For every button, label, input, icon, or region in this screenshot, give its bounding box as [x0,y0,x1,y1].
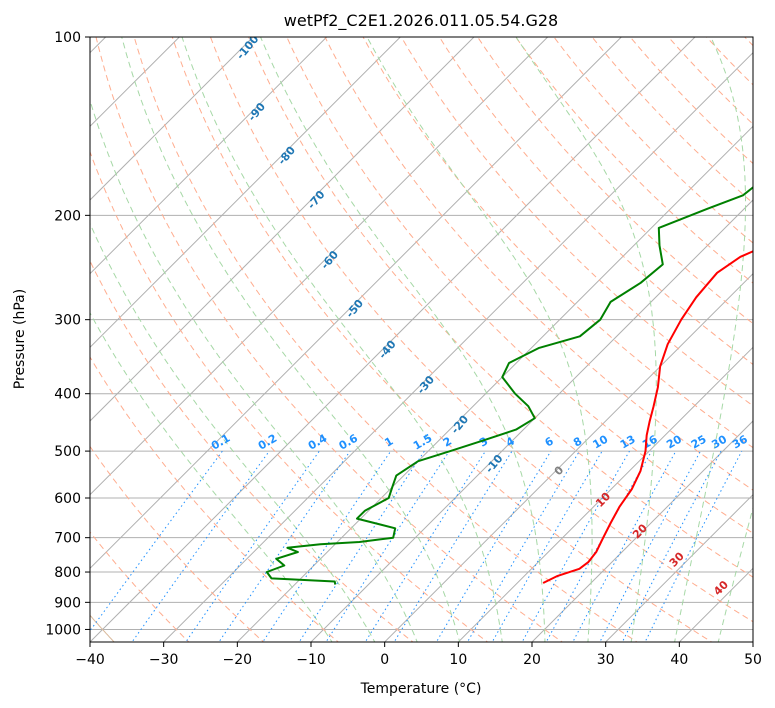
moist-adiabat-line [515,37,657,642]
moist-adiabat-line [90,222,376,642]
dry-adiabat-line [90,356,340,642]
y-axis-ticks: 100 200 300 400 500 600 700 800 900 1000 [45,30,90,638]
x-tick-label: −20 [223,652,253,668]
moist-adiabat-line [90,98,418,642]
pressure-gridlines [90,37,753,630]
mixing-ratio-line [621,450,722,642]
y-tick-label: 900 [54,595,81,611]
chart-title: wetPf2_C2E1.2026.011.05.54.G28 [284,11,558,31]
mixing-ratio-line [521,450,630,642]
mixing-ratio-line [262,450,392,642]
isotherm-line [90,37,696,642]
mixing-ratio-line [491,450,603,642]
moist-adiabat-line [260,37,546,642]
isotherm-line [90,37,475,422]
moist-adiabat-line [717,506,753,642]
x-tick-label: −40 [75,652,105,668]
dewpoint-profile-line [265,186,753,585]
dry-adiabat-line [90,445,265,642]
x-tick-label: 20 [523,652,541,668]
isotherm-line [90,37,622,570]
mixing-ratio-line [435,450,552,642]
x-axis-label: Temperature (°C) [360,681,482,697]
y-axis-label: Pressure (hPa) [12,289,28,389]
mixing-ratio-line [364,450,486,642]
plot-area: 0.1 0.2 0.4 0.6 1 1.5 2 3 4 6 8 10 13 16 20 25 30 36-100-… [90,37,753,642]
dry-adiabat-line [209,37,753,623]
moist-adiabat-line [181,37,503,642]
isotherm-line [90,37,401,349]
y-tick-label: 500 [54,444,81,460]
dry-adiabat-line [133,37,638,642]
isotherm-line [310,199,753,642]
mixing-ratio-line [298,450,425,642]
isotherms [90,37,753,642]
dry-adiabat-line [515,37,753,284]
y-tick-label: 800 [54,565,81,581]
y-tick-label: 700 [54,531,81,547]
x-tick-label: −30 [149,652,179,668]
mixing-ratio-line [644,450,743,642]
moist-adiabat-line [90,311,333,642]
mixing-ratio-lines [90,450,743,642]
isotherm-line [605,493,753,642]
isotherm-line [384,272,753,642]
mixing-ratio-line [325,450,450,642]
moist-adiabats [90,37,753,642]
dry-adiabat-line [90,259,414,642]
y-tick-label: 300 [54,313,81,329]
moist-adiabat-line [366,37,593,642]
x-tick-label: 50 [744,652,762,668]
isotherm-line [531,420,753,642]
y-tick-label: 600 [54,491,81,507]
moist-adiabat-line [121,37,461,642]
mixing-ratio-line [90,450,223,632]
isotherm-line [90,37,328,275]
isotherm-line [457,346,753,642]
mixing-ratio-line [466,450,580,642]
dry-adiabat-line [95,37,564,642]
moist-adiabat-line [674,37,746,642]
y-tick-label: 200 [54,208,81,224]
x-tick-label: 30 [597,652,615,668]
mixing-ratio-line [218,450,351,642]
isotherm-line [90,37,254,201]
x-tick-label: 10 [449,652,467,668]
y-tick-label: 1000 [45,622,81,638]
temperature-profile-line [542,250,753,584]
dry-adiabat-line [90,150,489,642]
isotherm-line [163,51,753,642]
y-tick-label: 400 [54,387,81,403]
x-axis-ticks: −40 −30 −20 −10 0 10 20 30 40 50 [75,642,762,668]
dry-adiabats [90,37,753,642]
isotherm-line [90,37,549,496]
x-tick-label: 40 [670,652,688,668]
x-tick-label: −10 [296,652,326,668]
x-tick-label: 0 [380,652,389,668]
profile-series [265,186,753,585]
plot-frame [89,36,754,643]
mixing-ratio-line [393,450,513,642]
y-tick-label: 100 [54,30,81,46]
